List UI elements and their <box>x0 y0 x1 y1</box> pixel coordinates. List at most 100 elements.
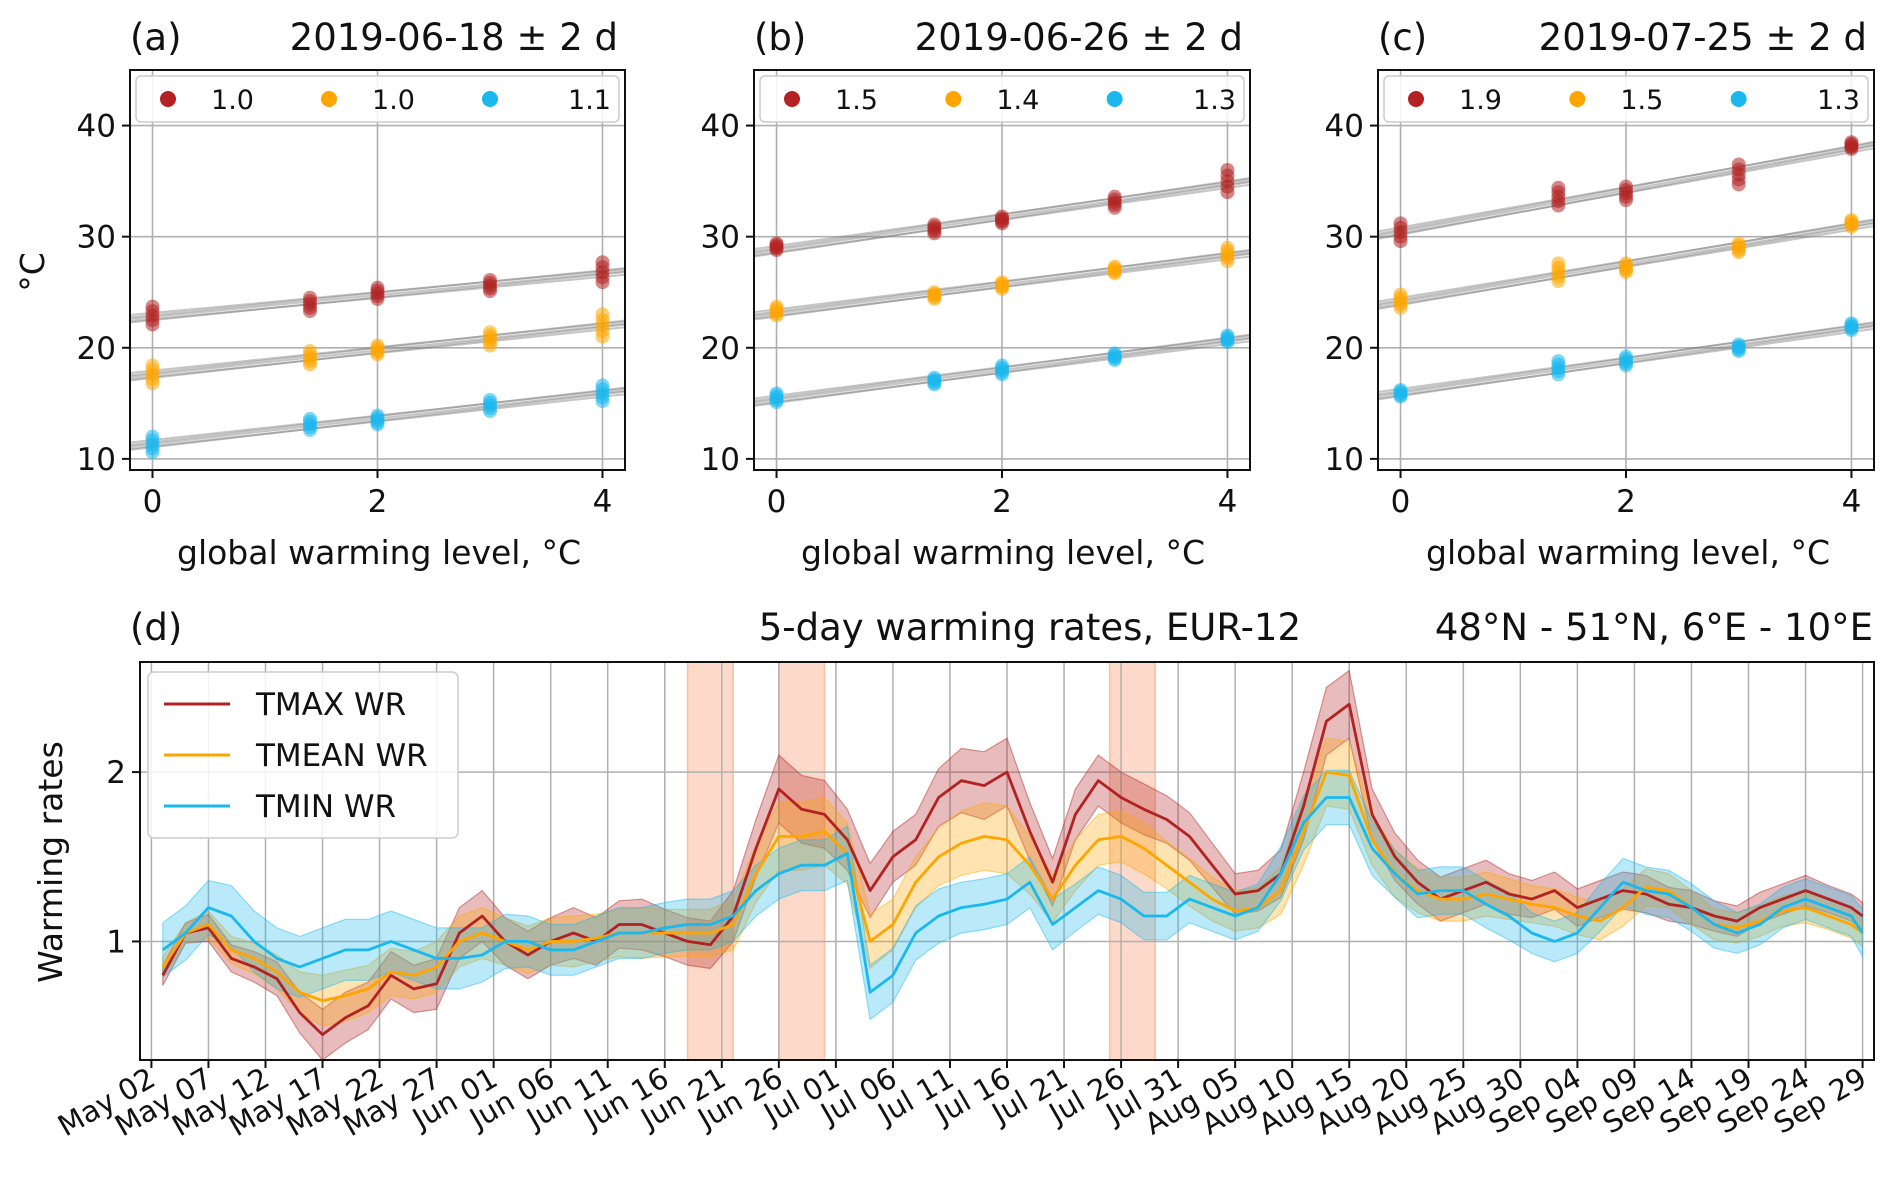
y-tick-label: 10 <box>701 442 740 478</box>
panel-b-xlabel: global warming level, °C <box>801 533 1205 572</box>
legend-box <box>759 75 1245 123</box>
legend-marker <box>160 91 176 107</box>
x-tick-label: 4 <box>1842 484 1862 520</box>
y-tick-label: 30 <box>77 220 116 256</box>
y-tick-label: 20 <box>701 331 740 367</box>
y-tick-label: 40 <box>701 109 740 145</box>
series-line <box>161 796 1864 994</box>
x-tick-label: 2 <box>1616 484 1636 520</box>
x-tick-label: 4 <box>1218 484 1238 520</box>
y-tick-label: 40 <box>1325 109 1364 145</box>
x-tick-label: 0 <box>143 484 163 520</box>
data-point <box>1731 157 1746 172</box>
y-tick-label: 10 <box>77 442 116 478</box>
data-point <box>145 299 160 314</box>
data-point <box>927 285 942 300</box>
panel-a-xlabel: global warming level, °C <box>177 533 581 572</box>
panel-c-xlabel: global warming level, °C <box>1426 533 1830 572</box>
legend-marker <box>1569 91 1586 107</box>
data-point <box>1107 189 1122 204</box>
panel-a: (a) 2019-06-18 ± 2 d °C global warming l… <box>13 16 626 572</box>
data-point <box>995 358 1009 373</box>
data-point <box>303 344 317 359</box>
legend-label: TMIN WR <box>255 789 396 825</box>
data-point <box>1619 179 1633 194</box>
legend-label: TMEAN WR <box>255 738 428 774</box>
y-tick-label: 30 <box>701 220 740 256</box>
panel-a-title: 2019-06-18 ± 2 d <box>290 16 618 59</box>
legend-label: TMAX WR <box>255 687 406 723</box>
data-point <box>1107 259 1122 274</box>
data-point <box>303 290 317 305</box>
data-point <box>927 370 942 385</box>
legend-label: 1.0 <box>372 85 415 116</box>
legend-label: 1.9 <box>1459 85 1502 116</box>
legend: 1.0 1.0 1.1 <box>135 75 620 123</box>
data-point <box>145 358 160 373</box>
data-point <box>1220 240 1235 255</box>
legend-marker <box>1730 91 1747 107</box>
data-point <box>1619 256 1633 271</box>
panel-b-title: 2019-06-26 ± 2 d <box>915 16 1243 59</box>
data-point <box>1107 346 1122 361</box>
uncertainty-band <box>162 737 1864 1027</box>
y-tick-label: 20 <box>1325 331 1364 367</box>
data-point <box>595 255 610 270</box>
data-point <box>1393 216 1408 231</box>
panel-c-title: 2019-07-25 ± 2 d <box>1539 16 1867 59</box>
y-tick-label: 20 <box>77 331 116 367</box>
data-point <box>1393 383 1408 397</box>
legend-label: 1.0 <box>211 85 254 116</box>
x-tick-label: 4 <box>593 484 613 520</box>
legend-label: 1.5 <box>835 85 878 116</box>
data-point <box>1619 349 1633 364</box>
legend-label: 1.3 <box>1817 85 1860 116</box>
legend-label: 1.4 <box>996 85 1039 116</box>
data-point <box>370 408 385 423</box>
data-point <box>995 209 1009 224</box>
x-tick-label: 2 <box>368 484 388 520</box>
data-point <box>1844 135 1859 150</box>
data-point <box>1844 213 1859 227</box>
data-point <box>769 386 784 401</box>
data-point <box>1844 316 1859 331</box>
data-point <box>1731 337 1746 352</box>
panel-d-label: (d) <box>130 606 182 649</box>
y-tick-label: 30 <box>1325 220 1364 256</box>
data-point <box>769 299 784 314</box>
x-tick-label: 0 <box>1391 484 1411 520</box>
highlight-period <box>778 661 826 1061</box>
x-tick-label: 0 <box>767 484 787 520</box>
y-tick-label: 10 <box>1325 442 1364 478</box>
panel-d: (d) 5-day warming rates, EUR-12 48°N - 5… <box>31 606 1875 1143</box>
panel-a-ylabel: °C <box>13 252 52 292</box>
panel-d-ylabel: Warming rates <box>31 741 70 983</box>
data-point <box>995 275 1009 290</box>
data-point <box>595 307 610 322</box>
legend-label: 1.1 <box>568 85 611 116</box>
legend-marker <box>945 91 962 107</box>
y-tick-label: 1 <box>106 924 126 960</box>
legend: 1.9 1.5 1.3 <box>1383 75 1869 123</box>
data-point <box>483 393 497 407</box>
data-point <box>370 338 385 353</box>
legend-box <box>147 671 459 839</box>
legend-marker <box>784 91 800 107</box>
panel-c-label: (c) <box>1378 16 1427 59</box>
y-tick-label: 40 <box>77 109 116 145</box>
data-point <box>1731 236 1746 251</box>
legend-label: 1.3 <box>1193 85 1236 116</box>
panel-d-subtitle: 48°N - 51°N, 6°E - 10°E <box>1435 606 1873 649</box>
panel-a-label: (a) <box>130 16 182 59</box>
uncertainty-band <box>162 669 1864 1061</box>
data-point <box>595 378 610 393</box>
data-point <box>1220 328 1235 343</box>
data-point <box>483 273 497 287</box>
data-point <box>1551 354 1566 369</box>
panel-b: (b) 2019-06-26 ± 2 d global warming leve… <box>701 16 1251 572</box>
legend-label: 1.5 <box>1620 85 1663 116</box>
data-point <box>1551 180 1566 195</box>
legend-marker <box>482 91 498 107</box>
legend-marker <box>321 91 337 107</box>
